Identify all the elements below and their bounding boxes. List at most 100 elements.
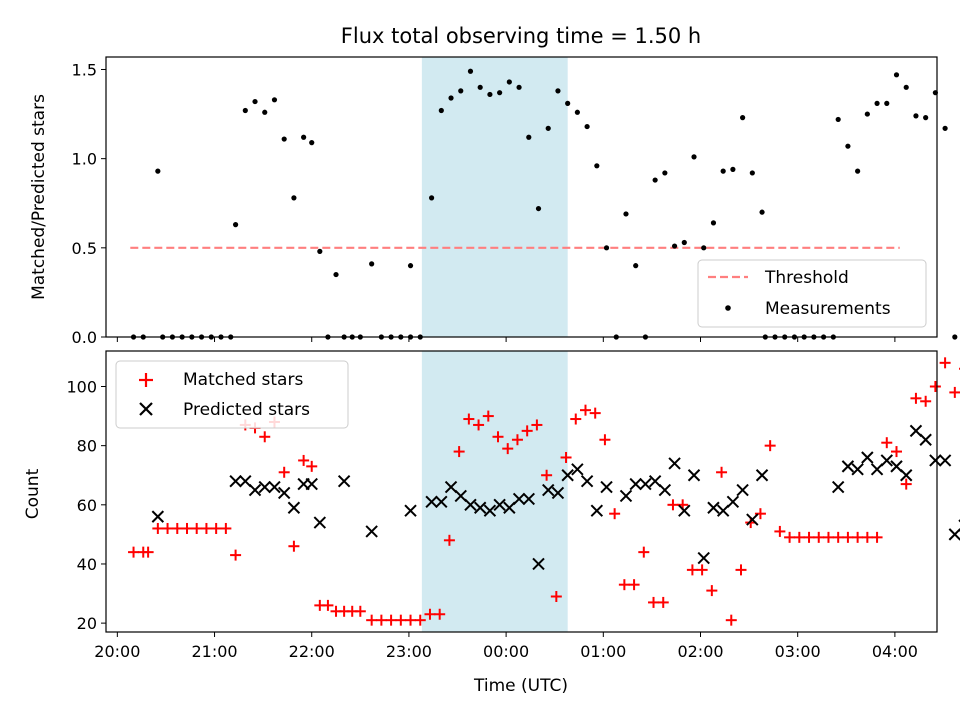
measurement-point	[281, 136, 287, 142]
measurement-point	[301, 134, 307, 140]
bottom-xtick-label: 03:00	[775, 642, 821, 661]
measurement-point	[317, 248, 323, 254]
matched-point	[716, 466, 728, 478]
top-ytick-label: 0.0	[72, 328, 97, 347]
bottom-plot-frame	[105, 350, 938, 633]
predicted-point	[755, 469, 769, 482]
predicted-point	[277, 486, 291, 500]
predicted-point	[313, 516, 327, 529]
measurement-point	[893, 72, 900, 78]
predicted-point	[542, 483, 555, 497]
measurement-point	[603, 245, 610, 251]
matched-point	[881, 437, 893, 449]
matched-point	[784, 531, 796, 543]
measurement-point	[594, 163, 600, 169]
measurement-point	[458, 88, 464, 94]
top-ytick-label: 0.5	[72, 239, 97, 258]
matched-point	[395, 614, 407, 626]
predicted-point	[258, 480, 271, 494]
measurement-point	[369, 261, 375, 267]
measurement-point	[333, 271, 339, 278]
top-panel: 0.0 0.5 1.0 1.5 Matched/Predicted stars Thr…	[29, 56, 958, 347]
measurement-point	[864, 111, 870, 117]
measurement-point	[671, 243, 678, 249]
matched-point	[920, 395, 932, 407]
legend-threshold-label: Threshold	[764, 268, 849, 288]
predicted-point	[880, 454, 893, 467]
matched-point	[813, 531, 825, 543]
matched-point	[482, 410, 494, 422]
matched-point	[453, 446, 465, 458]
measurement-point	[309, 140, 315, 146]
bottom-ylabel: Count	[23, 468, 43, 519]
measurement-point	[874, 100, 880, 106]
predicted-point	[890, 460, 903, 473]
matched-point	[803, 531, 815, 543]
measurement-point	[584, 123, 590, 130]
matched-point	[842, 531, 854, 543]
predicted-point	[658, 483, 672, 497]
bottom-xtick-label: 04:00	[872, 642, 918, 661]
predicted-point	[697, 551, 710, 565]
predicted-point	[444, 480, 458, 494]
matched-point	[230, 549, 242, 561]
predicted-point	[668, 457, 681, 470]
bottom-xtick-label: 21:00	[191, 642, 237, 661]
bottom-ytick-label: 100	[66, 377, 97, 396]
predicted-point	[841, 460, 855, 473]
matched-point	[648, 596, 660, 608]
predicted-point	[473, 501, 487, 514]
measurement-point	[835, 116, 841, 123]
matched-point	[929, 380, 941, 392]
predicted-point	[861, 451, 874, 464]
predicted-point	[726, 495, 740, 509]
predicted-point	[287, 501, 301, 514]
matched-point	[375, 614, 387, 626]
matched-point	[278, 466, 290, 478]
measurement-point	[652, 177, 658, 183]
measurement-point	[633, 263, 639, 269]
measurement-point	[262, 109, 268, 115]
bottom-ytick-label: 40	[77, 555, 97, 574]
matched-point	[385, 614, 397, 626]
predicted-point	[919, 433, 932, 446]
matched-point	[171, 522, 183, 534]
matched-point	[861, 531, 873, 543]
predicted-point	[464, 498, 477, 512]
predicted-point	[678, 504, 691, 517]
matched-point	[638, 546, 650, 558]
matched-point	[939, 357, 951, 369]
legend-predicted-label: Predicted stars	[183, 400, 310, 420]
measurement-point	[913, 113, 919, 119]
predicted-point	[707, 501, 720, 514]
predicted-point	[629, 477, 642, 491]
measurement-point	[428, 195, 435, 201]
measurement-point	[884, 100, 890, 106]
matched-point	[949, 386, 960, 398]
predicted-point	[831, 480, 845, 494]
bottom-ytick-label: 80	[77, 437, 97, 456]
matched-point	[609, 508, 621, 520]
matched-point	[502, 443, 514, 455]
measurement-point	[574, 109, 580, 115]
matched-point	[560, 451, 572, 463]
matched-point	[288, 540, 300, 552]
predicted-point	[938, 454, 952, 467]
matched-point	[463, 413, 475, 425]
bottom-panel: 20 40 60 80 100 20:00 21:00 22:00 23:00 00:00 01:…	[23, 350, 960, 696]
matched-point	[832, 531, 844, 543]
measurement-point	[506, 79, 512, 85]
bottom-xtick-label: 01:00	[580, 642, 626, 661]
predicted-point	[851, 463, 864, 476]
measurement-point	[952, 334, 958, 340]
matched-point	[306, 460, 318, 472]
predicted-point	[483, 504, 497, 517]
legend-matched-swatch	[139, 373, 153, 387]
measurement-point	[545, 125, 551, 131]
matched-point	[599, 434, 611, 446]
matched-point	[259, 431, 271, 443]
matched-point	[628, 579, 640, 591]
predicted-point	[365, 525, 378, 538]
measurement-point	[497, 90, 503, 96]
matched-point	[686, 564, 698, 576]
